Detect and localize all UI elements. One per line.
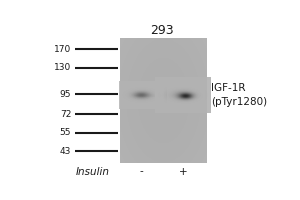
Text: 293: 293	[150, 24, 174, 37]
Text: IGF-1R: IGF-1R	[211, 83, 245, 93]
Text: 95: 95	[60, 90, 71, 99]
Ellipse shape	[134, 94, 162, 97]
Text: 72: 72	[60, 110, 71, 119]
Text: 43: 43	[60, 147, 71, 156]
Text: +: +	[178, 167, 187, 177]
Text: 55: 55	[60, 128, 71, 137]
Text: (pTyr1280): (pTyr1280)	[211, 97, 267, 107]
Text: Insulin: Insulin	[76, 167, 110, 177]
Text: 130: 130	[54, 63, 71, 72]
Text: -: -	[139, 167, 143, 177]
Text: 170: 170	[54, 45, 71, 54]
